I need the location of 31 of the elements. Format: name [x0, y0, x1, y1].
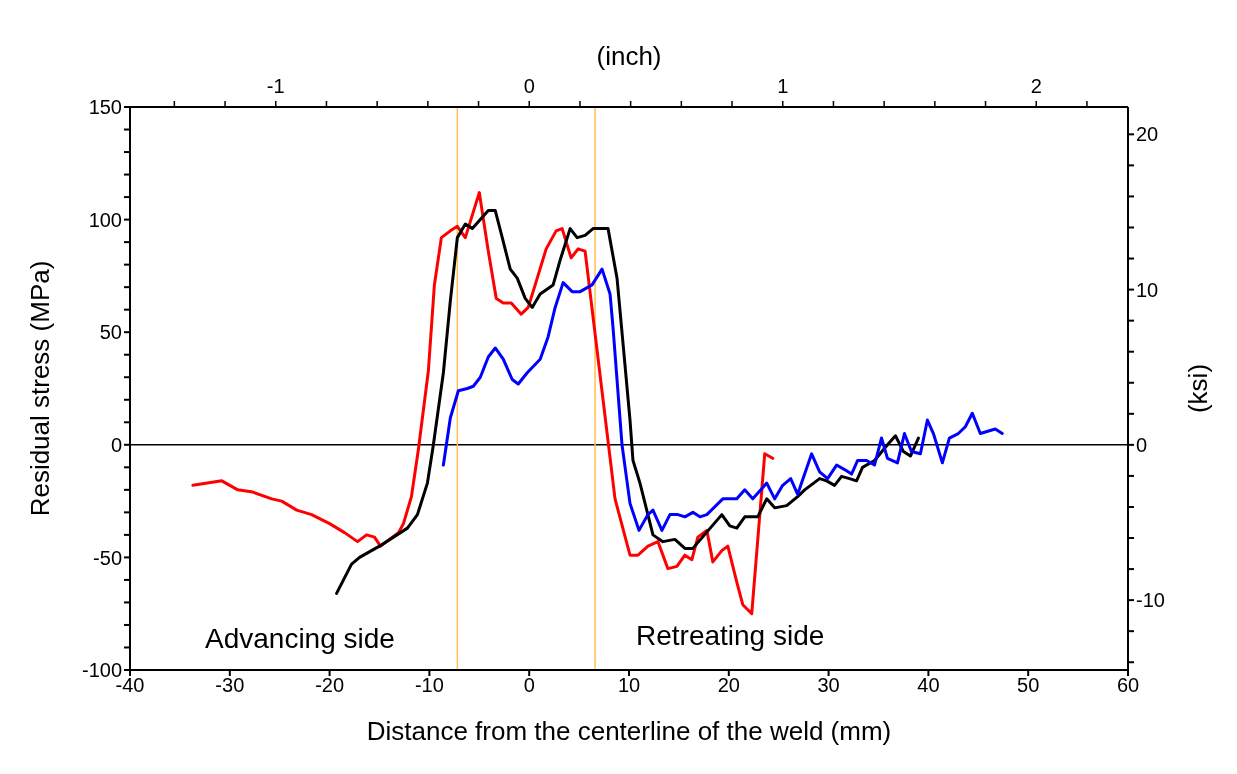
x2-tick-label: 1 — [777, 75, 789, 97]
y-tick-label: 50 — [99, 321, 122, 344]
y2-tick-label: 20 — [1136, 123, 1159, 146]
y2-tick-label: 10 — [1136, 278, 1159, 301]
line-series — [441, 267, 1004, 532]
y-tick-label: -50 — [93, 546, 122, 569]
y-tick-label: 150 — [88, 96, 122, 119]
x-tick-label: 50 — [1017, 674, 1040, 697]
x-tick-label: 10 — [617, 674, 641, 697]
x-tick-label: -30 — [215, 674, 245, 697]
y-tick-label: 100 — [88, 208, 122, 231]
x2-tick-label: 2 — [1030, 75, 1042, 97]
x-tick-label: 60 — [1116, 674, 1140, 697]
x2-tick-label: -1 — [266, 75, 285, 97]
x-tick-label: 40 — [917, 674, 940, 697]
line-series — [191, 191, 775, 616]
x-tick-label: -10 — [414, 674, 444, 697]
y2-tick-label: 0 — [1136, 433, 1148, 456]
x-tick-label: 30 — [817, 674, 840, 697]
y-tick-label: 0 — [110, 433, 122, 456]
x-tick-label: 0 — [523, 674, 535, 697]
x-tick-label: -20 — [315, 674, 345, 697]
y2-tick-label: -10 — [1136, 589, 1165, 612]
y-axis-title: Residual stress (MPa) — [25, 260, 56, 517]
y2-axis-title: (ksi) — [1183, 363, 1214, 414]
annotation: Advancing side — [205, 623, 395, 655]
annotation: Retreating side — [636, 620, 825, 652]
x-axis-title: Distance from the centerline of the weld (mm) — [366, 716, 892, 746]
x-tick-label: 20 — [717, 674, 740, 697]
x2-axis-title: (inch) — [596, 41, 662, 72]
x2-tick-label: 0 — [523, 75, 535, 97]
